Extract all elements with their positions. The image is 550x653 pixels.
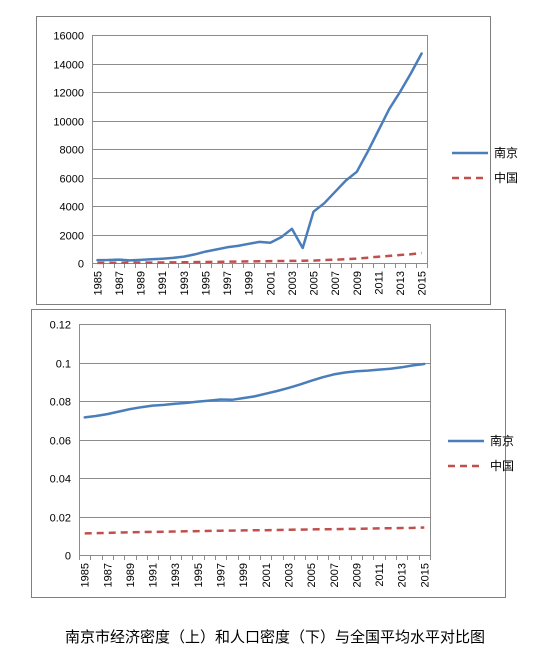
x-tick-label: 2015 (417, 271, 429, 295)
y-tick-label: 0.08 (50, 397, 71, 409)
x-tick-label: 1985 (80, 563, 92, 587)
legend-label: 南京 (494, 145, 518, 160)
x-tick-label: 1993 (179, 271, 191, 295)
legend-label: 中国 (490, 458, 514, 473)
x-tick-label: 1989 (136, 271, 148, 295)
x-tick-label: 2005 (306, 563, 318, 587)
y-tick-label: 12000 (53, 88, 84, 100)
legend-label: 南京 (490, 433, 514, 448)
y-tick-label: 6000 (60, 174, 84, 186)
chart-frame (31, 309, 506, 598)
x-tick-label: 2003 (283, 563, 295, 587)
y-tick-label: 0.02 (50, 513, 71, 525)
x-tick-label: 2001 (265, 271, 277, 295)
x-tick-label: 1995 (193, 563, 205, 587)
y-tick-label: 14000 (53, 60, 84, 72)
x-tick-label: 2013 (397, 563, 409, 587)
x-tick-label: 2007 (330, 271, 342, 295)
x-tick-label: 2009 (351, 563, 363, 587)
x-tick-label: 1985 (92, 271, 104, 295)
x-tick-label: 1999 (238, 563, 250, 587)
y-tick-label: 0 (78, 259, 84, 271)
x-tick-label: 1987 (102, 563, 114, 587)
x-tick-label: 2015 (419, 563, 431, 587)
x-tick-label: 1995 (200, 271, 212, 295)
y-tick-label: 8000 (60, 145, 84, 157)
x-tick-label: 1991 (148, 563, 160, 587)
x-tick-label: 2001 (261, 563, 273, 587)
y-tick-label: 0.04 (50, 474, 71, 486)
x-tick-label: 2011 (374, 563, 386, 587)
y-tick-label: 16000 (53, 31, 84, 43)
y-tick-label: 0.1 (56, 359, 71, 371)
figure-caption: 南京市经济密度（上）和人口密度（下）与全国平均水平对比图 (64, 628, 485, 646)
population-density-chart: 0 0.02 0.04 0.06 0.08 0.1 0.12 1985 1987 1989 1991… (31, 309, 514, 598)
x-tick-label: 1989 (125, 563, 137, 587)
series-line-china (97, 251, 422, 265)
x-tick-label: 2005 (309, 271, 321, 295)
x-tick-label: 1991 (157, 271, 169, 295)
x-tick-label: 2009 (352, 271, 364, 295)
series-line-nanjing (96, 52, 423, 262)
x-tick-label: 2011 (373, 271, 385, 295)
x-tick-label: 1997 (216, 563, 228, 587)
x-tick-label: 1999 (244, 271, 256, 295)
economic-density-chart: 0 2000 4000 6000 8000 10000 12000 14000 16000 198… (36, 16, 518, 305)
legend-label: 中国 (494, 170, 518, 185)
series-line-china (84, 526, 425, 535)
y-tick-label: 10000 (53, 117, 84, 129)
chart-frame (36, 16, 491, 305)
y-tick-label: 0.06 (50, 436, 71, 448)
x-tick-label: 1987 (114, 271, 126, 295)
x-tick-label: 1993 (170, 563, 182, 587)
x-tick-label: 2003 (287, 271, 299, 295)
series-line-nanjing (83, 362, 426, 419)
y-tick-label: 0 (65, 551, 71, 563)
x-tick-label: 2007 (329, 563, 341, 587)
x-tick-label: 1997 (222, 271, 234, 295)
x-tick-label: 2013 (395, 271, 407, 295)
y-tick-label: 0.12 (50, 320, 71, 332)
y-tick-label: 4000 (60, 202, 84, 214)
y-tick-label: 2000 (60, 231, 84, 243)
